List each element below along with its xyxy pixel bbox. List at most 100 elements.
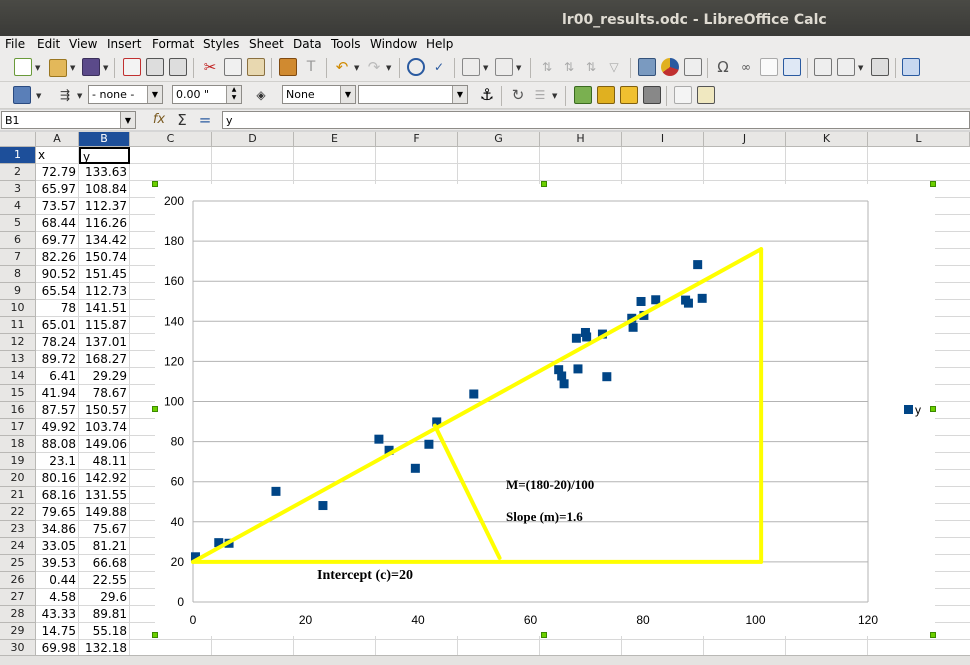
sort-descending-icon[interactable]: ⇅ (585, 60, 597, 74)
column-header-c[interactable]: C (130, 132, 212, 147)
cell-a[interactable]: 0.44 (36, 572, 79, 589)
rotate-icon[interactable]: ↻ (511, 86, 525, 104)
clone-formatting-icon[interactable] (279, 58, 297, 76)
copy-icon[interactable] (224, 58, 242, 76)
spelling-icon[interactable]: ✓ (433, 60, 445, 74)
menu-tools[interactable]: Tools (331, 37, 361, 51)
chevron-down-icon[interactable]: ▼ (858, 64, 864, 72)
find-replace-icon[interactable] (407, 58, 425, 76)
cell-b[interactable]: 134.42 (79, 232, 130, 249)
row-header[interactable]: 12 (0, 334, 36, 351)
column-header-b[interactable]: B (79, 132, 130, 147)
cell-a[interactable]: 34.86 (36, 521, 79, 538)
cell-a[interactable]: 88.08 (36, 436, 79, 453)
menu-view[interactable]: View (69, 37, 98, 51)
column-header-e[interactable]: E (294, 132, 376, 147)
export-pdf-icon[interactable] (123, 58, 141, 76)
cell-b[interactable]: 112.73 (79, 283, 130, 300)
row-header[interactable]: 7 (0, 249, 36, 266)
redo-icon[interactable]: ↷ (367, 58, 381, 76)
cell-a[interactable]: 69.77 (36, 232, 79, 249)
cell-b[interactable]: 133.63 (79, 164, 130, 181)
group-icon[interactable] (674, 86, 692, 104)
row-header[interactable]: 21 (0, 487, 36, 504)
cell-a[interactable]: 73.57 (36, 198, 79, 215)
cell-b[interactable]: y (79, 147, 130, 164)
cell-a[interactable]: 69.98 (36, 640, 79, 657)
row-header[interactable]: 6 (0, 232, 36, 249)
anchor-icon[interactable]: ⚓ (479, 85, 495, 104)
row-header[interactable]: 29 (0, 623, 36, 640)
row-header[interactable]: 4 (0, 198, 36, 215)
chevron-down-icon[interactable]: ▼ (77, 92, 83, 100)
row-header[interactable]: 24 (0, 538, 36, 555)
menu-file[interactable]: File (5, 37, 26, 51)
show-draw-functions-icon[interactable] (902, 58, 920, 76)
row-header[interactable]: 13 (0, 351, 36, 368)
row-header[interactable]: 11 (0, 317, 36, 334)
chevron-down-icon[interactable]: ▼ (516, 64, 522, 72)
cell-b[interactable]: 29.29 (79, 368, 130, 385)
cell-a[interactable]: x (36, 147, 79, 164)
cell-b[interactable]: 168.27 (79, 351, 130, 368)
define-print-area-icon[interactable] (814, 58, 832, 76)
cell-b[interactable]: 151.45 (79, 266, 130, 283)
cell-a[interactable]: 65.01 (36, 317, 79, 334)
formula-icon[interactable]: = (198, 111, 212, 129)
cell-a[interactable]: 72.79 (36, 164, 79, 181)
row-header[interactable]: 25 (0, 555, 36, 572)
cell-b[interactable]: 89.81 (79, 606, 130, 623)
cell-a[interactable]: 23.1 (36, 453, 79, 470)
menu-format[interactable]: Format (152, 37, 195, 51)
cell-a[interactable]: 82.26 (36, 249, 79, 266)
chevron-down-icon[interactable]: ▼ (36, 92, 42, 100)
column-icon[interactable] (495, 58, 513, 76)
cell-b[interactable]: 142.92 (79, 470, 130, 487)
column-header-g[interactable]: G (458, 132, 540, 147)
align-icon[interactable]: ☰ (534, 88, 546, 102)
open-folder-icon[interactable] (49, 59, 67, 77)
cell-a[interactable]: 68.44 (36, 215, 79, 232)
headers-footers-icon[interactable] (783, 58, 801, 76)
chevron-down-icon[interactable]: ▼ (354, 64, 360, 72)
chevron-down-icon[interactable]: ▼ (147, 86, 162, 103)
cell-b[interactable]: 75.67 (79, 521, 130, 538)
row-header[interactable]: 9 (0, 283, 36, 300)
column-header-h[interactable]: H (540, 132, 622, 147)
insert-image-icon[interactable] (638, 58, 656, 76)
cell-b[interactable]: 150.57 (79, 402, 130, 419)
print-preview-icon[interactable] (169, 58, 187, 76)
comment-icon[interactable] (760, 58, 778, 76)
print-icon[interactable] (146, 58, 164, 76)
chart-handle-left[interactable] (152, 406, 158, 412)
menu-styles[interactable]: Styles (203, 37, 240, 51)
row-icon[interactable] (462, 58, 480, 76)
area-fill-select[interactable]: ▼ (358, 85, 468, 104)
sort-ascending-icon[interactable]: ⇅ (563, 60, 575, 74)
cell-a[interactable]: 4.58 (36, 589, 79, 606)
line-style-select[interactable]: - none - ▼ (88, 85, 163, 104)
column-header-i[interactable]: I (622, 132, 704, 147)
chevron-down-icon[interactable]: ▼ (120, 112, 135, 128)
row-header[interactable]: 16 (0, 402, 36, 419)
name-box[interactable]: B1 ▼ (1, 111, 136, 129)
chevron-down-icon[interactable]: ▼ (452, 86, 467, 103)
send-backward-icon[interactable] (620, 86, 638, 104)
row-header[interactable]: 23 (0, 521, 36, 538)
column-header-j[interactable]: J (704, 132, 786, 147)
special-character-icon[interactable]: Ω (717, 58, 729, 76)
cell-b[interactable]: 108.84 (79, 181, 130, 198)
row-header[interactable]: 15 (0, 385, 36, 402)
row-header[interactable]: 19 (0, 453, 36, 470)
split-window-icon[interactable] (871, 58, 889, 76)
row-header[interactable]: 26 (0, 572, 36, 589)
row-header[interactable]: 3 (0, 181, 36, 198)
column-header-k[interactable]: K (786, 132, 868, 147)
chart-handle-top-left[interactable] (152, 181, 158, 187)
paste-icon[interactable] (247, 58, 265, 76)
column-header-f[interactable]: F (376, 132, 458, 147)
cell-b[interactable]: 132.18 (79, 640, 130, 657)
chart-handle-bottom-left[interactable] (152, 632, 158, 638)
menu-data[interactable]: Data (293, 37, 322, 51)
